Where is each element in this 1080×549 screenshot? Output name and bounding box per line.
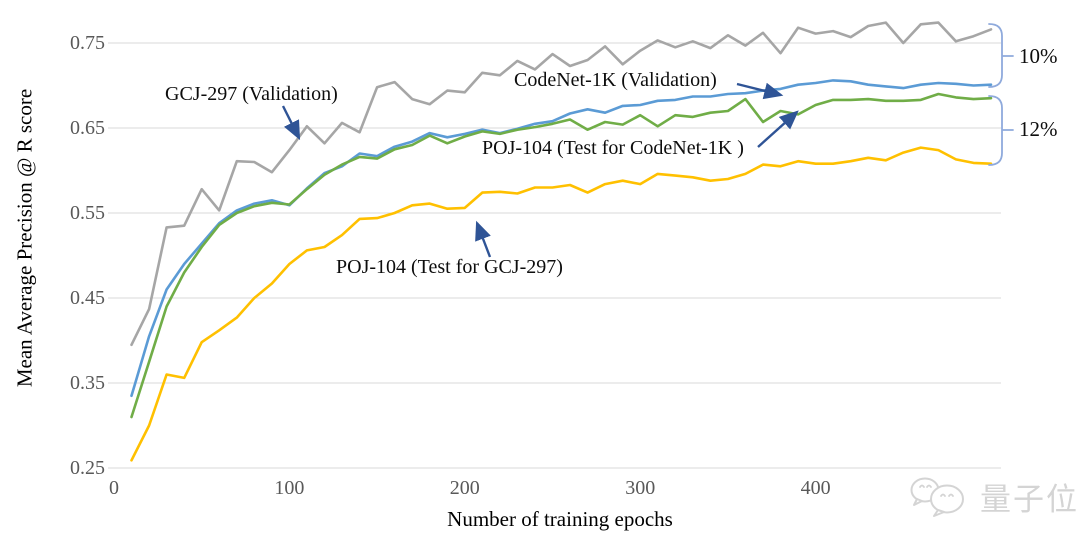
series-label-gcj297-validation: GCJ-297 (Validation) xyxy=(165,83,338,105)
annotation-arrow xyxy=(736,82,784,100)
y-tick-label: 0.25 xyxy=(70,457,105,479)
x-axis-title: Number of training epochs xyxy=(447,507,673,531)
annotation-arrow xyxy=(281,105,301,141)
gap-label-10-percent: 10% xyxy=(1019,44,1058,68)
annotation-arrow xyxy=(475,220,492,258)
watermark-text: 量子位 xyxy=(980,482,1079,518)
chat-bubbles-icon xyxy=(910,477,964,517)
annotation-arrows xyxy=(281,82,799,258)
y-tick-label: 0.55 xyxy=(70,202,105,224)
series-line-3 xyxy=(130,146,993,462)
x-tick-label: 300 xyxy=(625,477,656,499)
gap-label-12-percent: 12% xyxy=(1019,117,1058,141)
y-tick-label: 0.65 xyxy=(70,117,105,139)
series-line-0 xyxy=(130,21,993,347)
gridlines xyxy=(108,42,1001,469)
annotation-arrow xyxy=(757,110,799,148)
y-tick-label: 0.45 xyxy=(70,287,105,309)
x-tick-label: 0 xyxy=(109,477,119,499)
gap-bracket xyxy=(988,95,1014,166)
gap-bracket xyxy=(988,23,1014,88)
series-label-poj104-test-gcj297: POJ-104 (Test for GCJ-297) xyxy=(336,256,563,278)
series-label-poj104-test-codenet1k: POJ-104 (Test for CodeNet-1K ) xyxy=(482,137,744,159)
x-tick-label: 400 xyxy=(800,477,831,499)
y-tick-label: 0.35 xyxy=(70,372,105,394)
series-line-2 xyxy=(130,92,993,419)
y-axis-title: Mean Average Precision @ R score xyxy=(12,88,37,388)
x-tick-label: 100 xyxy=(274,477,305,499)
series-label-codenet1k-validation: CodeNet-1K (Validation) xyxy=(514,69,717,91)
y-tick-label: 0.75 xyxy=(70,32,105,54)
gap-brackets xyxy=(988,23,1014,166)
series-polylines xyxy=(130,21,993,462)
series-line-1 xyxy=(130,79,993,398)
watermark-qbitai: 量子位 xyxy=(908,474,1079,519)
x-tick-label: 200 xyxy=(449,477,480,499)
